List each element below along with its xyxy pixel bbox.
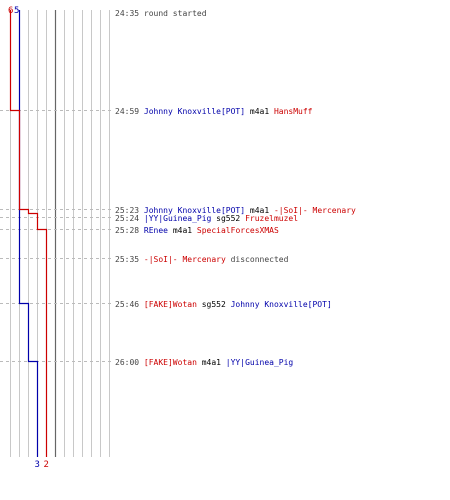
blue-end-score-label: 3: [35, 460, 40, 470]
player-name: |YY|Guinea_Pig: [144, 214, 216, 223]
player-name: Johnny Knoxville[POT]: [144, 107, 250, 116]
player-name: SpecialForcesXMAS: [197, 226, 279, 235]
player-name: Johnny Knoxville[POT]: [231, 300, 332, 309]
player-name: [FAKE]Wotan: [144, 358, 202, 367]
weapon-name: m4a1: [173, 226, 197, 235]
event-row: 24:35 round started: [115, 9, 207, 18]
weapon-name: m4a1: [250, 107, 274, 116]
score-labels: 5 3 6 2: [8, 6, 49, 470]
event-time: 25:46: [115, 300, 144, 309]
player-name: REnee: [144, 226, 173, 235]
event-time: 25:35: [115, 255, 144, 264]
red-start-score-label: 6: [8, 6, 13, 16]
event-time: 25:28: [115, 226, 144, 235]
player-name: -|SoI|- Mercenary: [144, 255, 231, 264]
blue-start-score-label: 5: [14, 6, 19, 16]
event-time: 25:24: [115, 214, 144, 223]
event-row: 25:23 Johnny Knoxville[POT] m4a1 -|SoI|-…: [115, 206, 356, 215]
event-row: 25:24 |YY|Guinea_Pig sg552 Fruzelmuzel: [115, 214, 298, 223]
player-name: -|SoI|- Mercenary: [274, 206, 356, 215]
event-time: 26:00: [115, 358, 144, 367]
event-message: round started: [144, 9, 207, 18]
event-row: 25:28 REnee m4a1 SpecialForcesXMAS: [115, 226, 279, 235]
player-name: [FAKE]Wotan: [144, 300, 202, 309]
event-row: 25:46 [FAKE]Wotan sg552 Johnny Knoxville…: [115, 300, 332, 309]
player-name: Johnny Knoxville[POT]: [144, 206, 250, 215]
score-step-lines: [9, 10, 48, 457]
grid-layer: [10, 10, 110, 457]
player-name: |YY|Guinea_Pig: [226, 358, 294, 367]
event-log: 24:35 round started 24:59 Johnny Knoxvill…: [115, 9, 356, 367]
event-row: 24:59 Johnny Knoxville[POT] m4a1 HansMuf…: [115, 107, 313, 116]
blue-team-score-line: [18, 10, 39, 457]
event-time: 24:35: [115, 9, 144, 18]
weapon-name: sg552: [216, 214, 245, 223]
player-name: Fruzelmuzel: [245, 214, 298, 223]
red-team-score-line: [9, 10, 48, 457]
event-guide-lines: [0, 110, 112, 362]
event-time: 25:23: [115, 206, 144, 215]
weapon-name: m4a1: [250, 206, 274, 215]
red-end-score-label: 2: [44, 460, 49, 470]
event-row: 26:00 [FAKE]Wotan m4a1 |YY|Guinea_Pig: [115, 358, 293, 367]
event-message: disconnected: [231, 255, 289, 264]
weapon-name: sg552: [202, 300, 231, 309]
event-time: 24:59: [115, 107, 144, 116]
event-row: 25:35 -|SoI|- Mercenary disconnected: [115, 255, 289, 264]
player-name: HansMuff: [274, 107, 313, 116]
weapon-name: m4a1: [202, 358, 226, 367]
